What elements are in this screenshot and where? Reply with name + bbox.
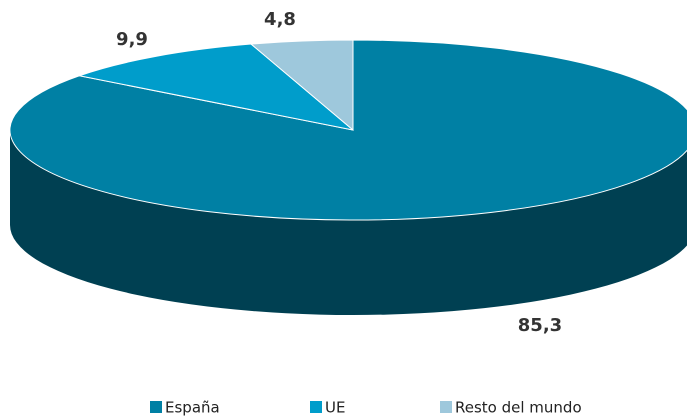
pie-side <box>10 130 687 315</box>
pie-slice <box>249 39 354 132</box>
pie-slice <box>9 39 687 221</box>
value-label: 9,9 <box>116 29 148 50</box>
pie-slice <box>77 43 354 131</box>
value-label: 85,3 <box>518 315 562 336</box>
legend-swatch <box>310 401 322 413</box>
legend-swatch <box>150 401 162 413</box>
legend-swatch <box>440 401 452 413</box>
legend-label: Resto del mundo <box>455 399 582 417</box>
value-label: 4,8 <box>264 9 296 30</box>
legend-label: España <box>165 399 220 417</box>
legend-label: UE <box>325 399 345 417</box>
